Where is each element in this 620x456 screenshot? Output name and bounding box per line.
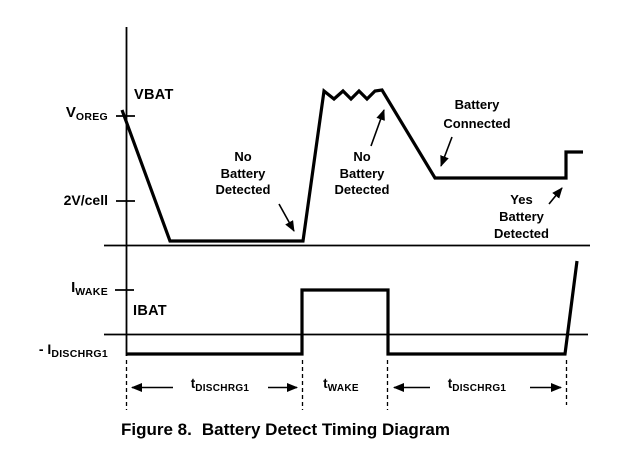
no-battery-second-arrow	[370, 109, 385, 147]
t-dischrg1-first-label: tDISCHRG1	[160, 376, 280, 394]
t-subscript: WAKE	[327, 383, 359, 394]
figure-caption: Figure 8. Battery Detect Timing Diagram	[121, 420, 450, 440]
t-base: t	[323, 376, 328, 391]
voreg-base: V	[65, 104, 76, 121]
battery-connected-arrow	[440, 136, 453, 167]
t-dischrg1-second-label: tDISCHRG1	[417, 376, 537, 394]
figure-caption-number: Figure 8.	[121, 420, 192, 439]
annotation-line: Connected	[443, 116, 511, 131]
iwake-subscript: WAKE	[75, 286, 108, 298]
battery-connected-annotation: Battery Connected	[427, 95, 527, 133]
t-subscript: DISCHRG1	[452, 383, 507, 394]
annotation-line: Battery	[454, 97, 500, 112]
no-battery-detected-annotation-2: No Battery Detected	[316, 149, 408, 199]
annotation-line: Yes	[510, 192, 533, 207]
iwake-axis-label: IWAKE	[28, 279, 108, 298]
vbat-signal-label: VBAT	[134, 87, 174, 103]
idischrg1-subscript: DISCHRG1	[51, 348, 108, 360]
iwake-base: I	[71, 279, 76, 296]
idischrg1-base: - I	[38, 341, 52, 357]
ibat-signal-label: IBAT	[133, 303, 167, 319]
annotation-line: No	[353, 149, 371, 164]
figure-caption-title: Battery Detect Timing Diagram	[201, 420, 451, 439]
yes-battery-detected-annotation: Yes Battery Detected	[475, 191, 568, 242]
2v-cell-axis-label: 2V/cell	[63, 192, 108, 208]
vbat-waveform	[120, 87, 583, 243]
t-wake-label: tWAKE	[281, 376, 401, 394]
no-battery-detected-annotation-1: No Battery Detected	[197, 149, 289, 199]
annotation-line: Detected	[215, 182, 271, 197]
voreg-axis-label: VOREG	[28, 104, 108, 123]
t-subscript: DISCHRG1	[195, 383, 250, 394]
annotation-line: Detected	[494, 226, 549, 241]
annotation-line: Battery	[499, 209, 544, 224]
no-battery-first-arrow	[278, 203, 295, 232]
yes-battery-detected-arrow	[548, 187, 563, 205]
annotation-line: Battery	[339, 165, 385, 181]
annotation-line: No	[234, 149, 252, 164]
voreg-subscript: OREG	[75, 111, 108, 123]
annotation-line: Detected	[334, 182, 390, 197]
t-base: t	[190, 376, 196, 391]
idischrg1-axis-label: - IDISCHRG1	[3, 341, 108, 360]
ibat-waveform	[127, 260, 579, 356]
timing-diagram-canvas	[104, 27, 590, 410]
annotation-line: Battery	[220, 165, 266, 181]
t-base: t	[447, 376, 453, 391]
